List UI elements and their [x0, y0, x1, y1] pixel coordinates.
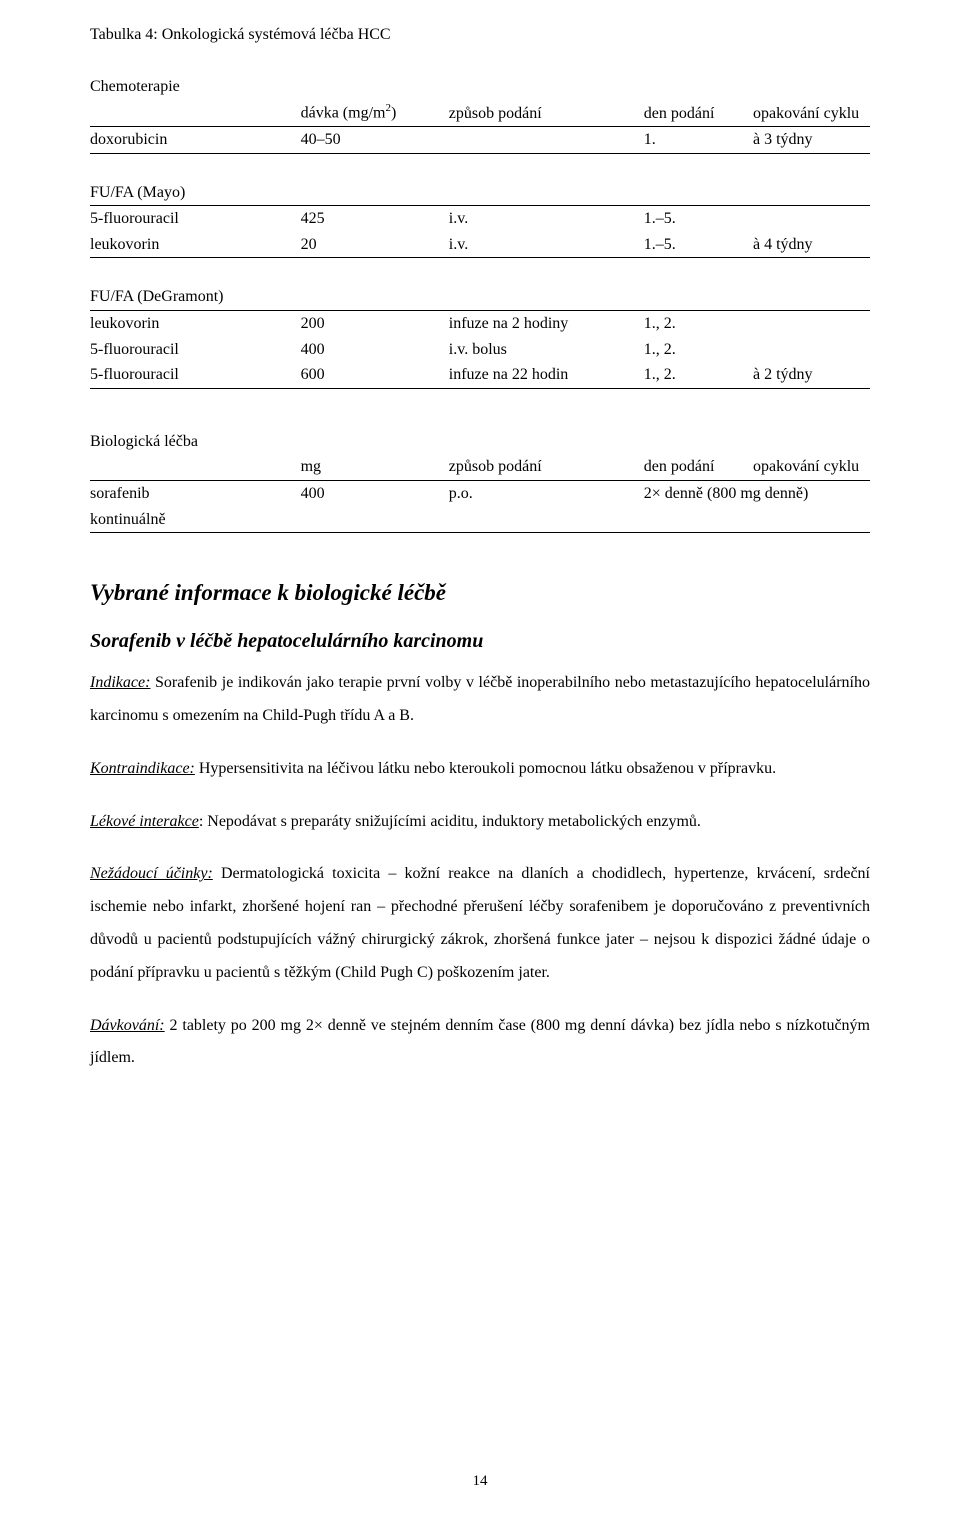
mayo-heading: FU/FA (Mayo) — [90, 180, 301, 206]
col-rep: opakování cyklu — [753, 454, 870, 480]
col-day: den podání — [644, 99, 753, 126]
col-dose-close: ) — [391, 105, 396, 122]
table-row: sorafenib 400 p.o. 2× denně (800 mg denn… — [90, 481, 870, 507]
cell-rep — [753, 206, 870, 232]
page: Tabulka 4: Onkologická systémová léčba H… — [0, 0, 960, 1513]
cell-day: 1. — [644, 127, 753, 154]
cell-dose: 425 — [301, 206, 449, 232]
cell-day: 1., 2. — [644, 337, 753, 363]
table-row: leukovorin 20 i.v. 1.–5. à 4 týdny — [90, 232, 870, 258]
cell-route: p.o. — [449, 481, 644, 507]
paragraph-davkovani: Dávkování: 2 tablety po 200 mg 2× denně … — [90, 1010, 870, 1076]
cell-route — [449, 127, 644, 154]
col-day: den podání — [644, 454, 753, 480]
cell-route: i.v. — [449, 232, 644, 258]
cell-name: 5-fluorouracil — [90, 362, 301, 388]
table-row: leukovorin 200 infuze na 2 hodiny 1., 2. — [90, 311, 870, 337]
chemo-heading: Chemoterapie — [90, 74, 301, 100]
table-row: doxorubicin 40–50 1. à 3 týdny — [90, 127, 870, 154]
paragraph-kontraindikace: Kontraindikace: Hypersensitivita na léči… — [90, 753, 870, 786]
page-number: 14 — [0, 1471, 960, 1491]
cell-day: 1., 2. — [644, 362, 753, 388]
cell-route: infuze na 22 hodin — [449, 362, 644, 388]
table-row: 5-fluorouracil 425 i.v. 1.–5. — [90, 206, 870, 232]
cell-name: 5-fluorouracil — [90, 206, 301, 232]
cell-dose: 600 — [301, 362, 449, 388]
table-row: kontinuálně — [90, 507, 870, 533]
cell-rep — [753, 337, 870, 363]
col-blank — [90, 99, 301, 126]
mayo-table: FU/FA (Mayo) 5-fluorouracil 425 i.v. 1.–… — [90, 180, 870, 259]
cell-day: 1.–5. — [644, 232, 753, 258]
table-row: 5-fluorouracil 600 infuze na 22 hodin 1.… — [90, 362, 870, 388]
col-route: způsob podání — [449, 99, 644, 126]
text-indikace: Sorafenib je indikován jako terapie prvn… — [90, 674, 870, 724]
cell-name: sorafenib — [90, 481, 301, 507]
cell-note: kontinuálně — [90, 507, 301, 533]
cell-name: leukovorin — [90, 232, 301, 258]
bio-table: Biologická léčba mg způsob podání den po… — [90, 429, 870, 533]
section-heading: Vybrané informace k biologické léčbě — [90, 577, 870, 608]
cell-dose: 40–50 — [301, 127, 449, 154]
cell-dose: 200 — [301, 311, 449, 337]
paragraph-nezadouci: Nežádoucí účinky: Dermatologická toxicit… — [90, 858, 870, 989]
cell-dose: 20 — [301, 232, 449, 258]
text-interakce: : Nepodávat s preparáty snižujícími acid… — [199, 813, 701, 830]
chemo-table: Chemoterapie dávka (mg/m2) způsob podání… — [90, 74, 870, 154]
text-kontraindikace: Hypersensitivita na léčivou látku nebo k… — [195, 760, 776, 777]
col-blank — [90, 454, 301, 480]
label-indikace: Indikace: — [90, 674, 150, 691]
cell-rep — [753, 311, 870, 337]
degramont-table: FU/FA (DeGramont) leukovorin 200 infuze … — [90, 284, 870, 388]
cell-name: doxorubicin — [90, 127, 301, 154]
bio-heading: Biologická léčba — [90, 429, 301, 455]
cell-day: 2× denně (800 mg denně) — [644, 481, 870, 507]
paragraph-interakce: Lékové interakce: Nepodávat s preparáty … — [90, 806, 870, 839]
label-davkovani: Dávkování: — [90, 1017, 165, 1034]
cell-name: 5-fluorouracil — [90, 337, 301, 363]
cell-rep: à 4 týdny — [753, 232, 870, 258]
text-davkovani: 2 tablety po 200 mg 2× denně ve stejném … — [90, 1017, 870, 1067]
cell-route: i.v. bolus — [449, 337, 644, 363]
col-rep: opakování cyklu — [753, 99, 870, 126]
cell-route: i.v. — [449, 206, 644, 232]
cell-rep: à 3 týdny — [753, 127, 870, 154]
cell-name: leukovorin — [90, 311, 301, 337]
label-interakce: Lékové interakce — [90, 813, 199, 830]
col-dose: mg — [301, 454, 449, 480]
subsection-heading: Sorafenib v léčbě hepatocelulárního karc… — [90, 628, 870, 655]
cell-day: 1.–5. — [644, 206, 753, 232]
table-row: 5-fluorouracil 400 i.v. bolus 1., 2. — [90, 337, 870, 363]
table-caption: Tabulka 4: Onkologická systémová léčba H… — [90, 24, 870, 46]
cell-rep: à 2 týdny — [753, 362, 870, 388]
col-route: způsob podání — [449, 454, 644, 480]
text-nezadouci: Dermatologická toxicita – kožní reakce n… — [90, 865, 870, 980]
paragraph-indication: Indikace: Sorafenib je indikován jako te… — [90, 667, 870, 733]
cell-dose: 400 — [301, 337, 449, 363]
col-dose: dávka (mg/m2) — [301, 99, 449, 126]
cell-day: 1., 2. — [644, 311, 753, 337]
cell-dose: 400 — [301, 481, 449, 507]
degramont-heading: FU/FA (DeGramont) — [90, 284, 301, 310]
label-nezadouci: Nežádoucí účinky: — [90, 865, 213, 882]
label-kontraindikace: Kontraindikace: — [90, 760, 195, 777]
cell-route: infuze na 2 hodiny — [449, 311, 644, 337]
col-dose-text: dávka (mg/m — [301, 105, 386, 122]
